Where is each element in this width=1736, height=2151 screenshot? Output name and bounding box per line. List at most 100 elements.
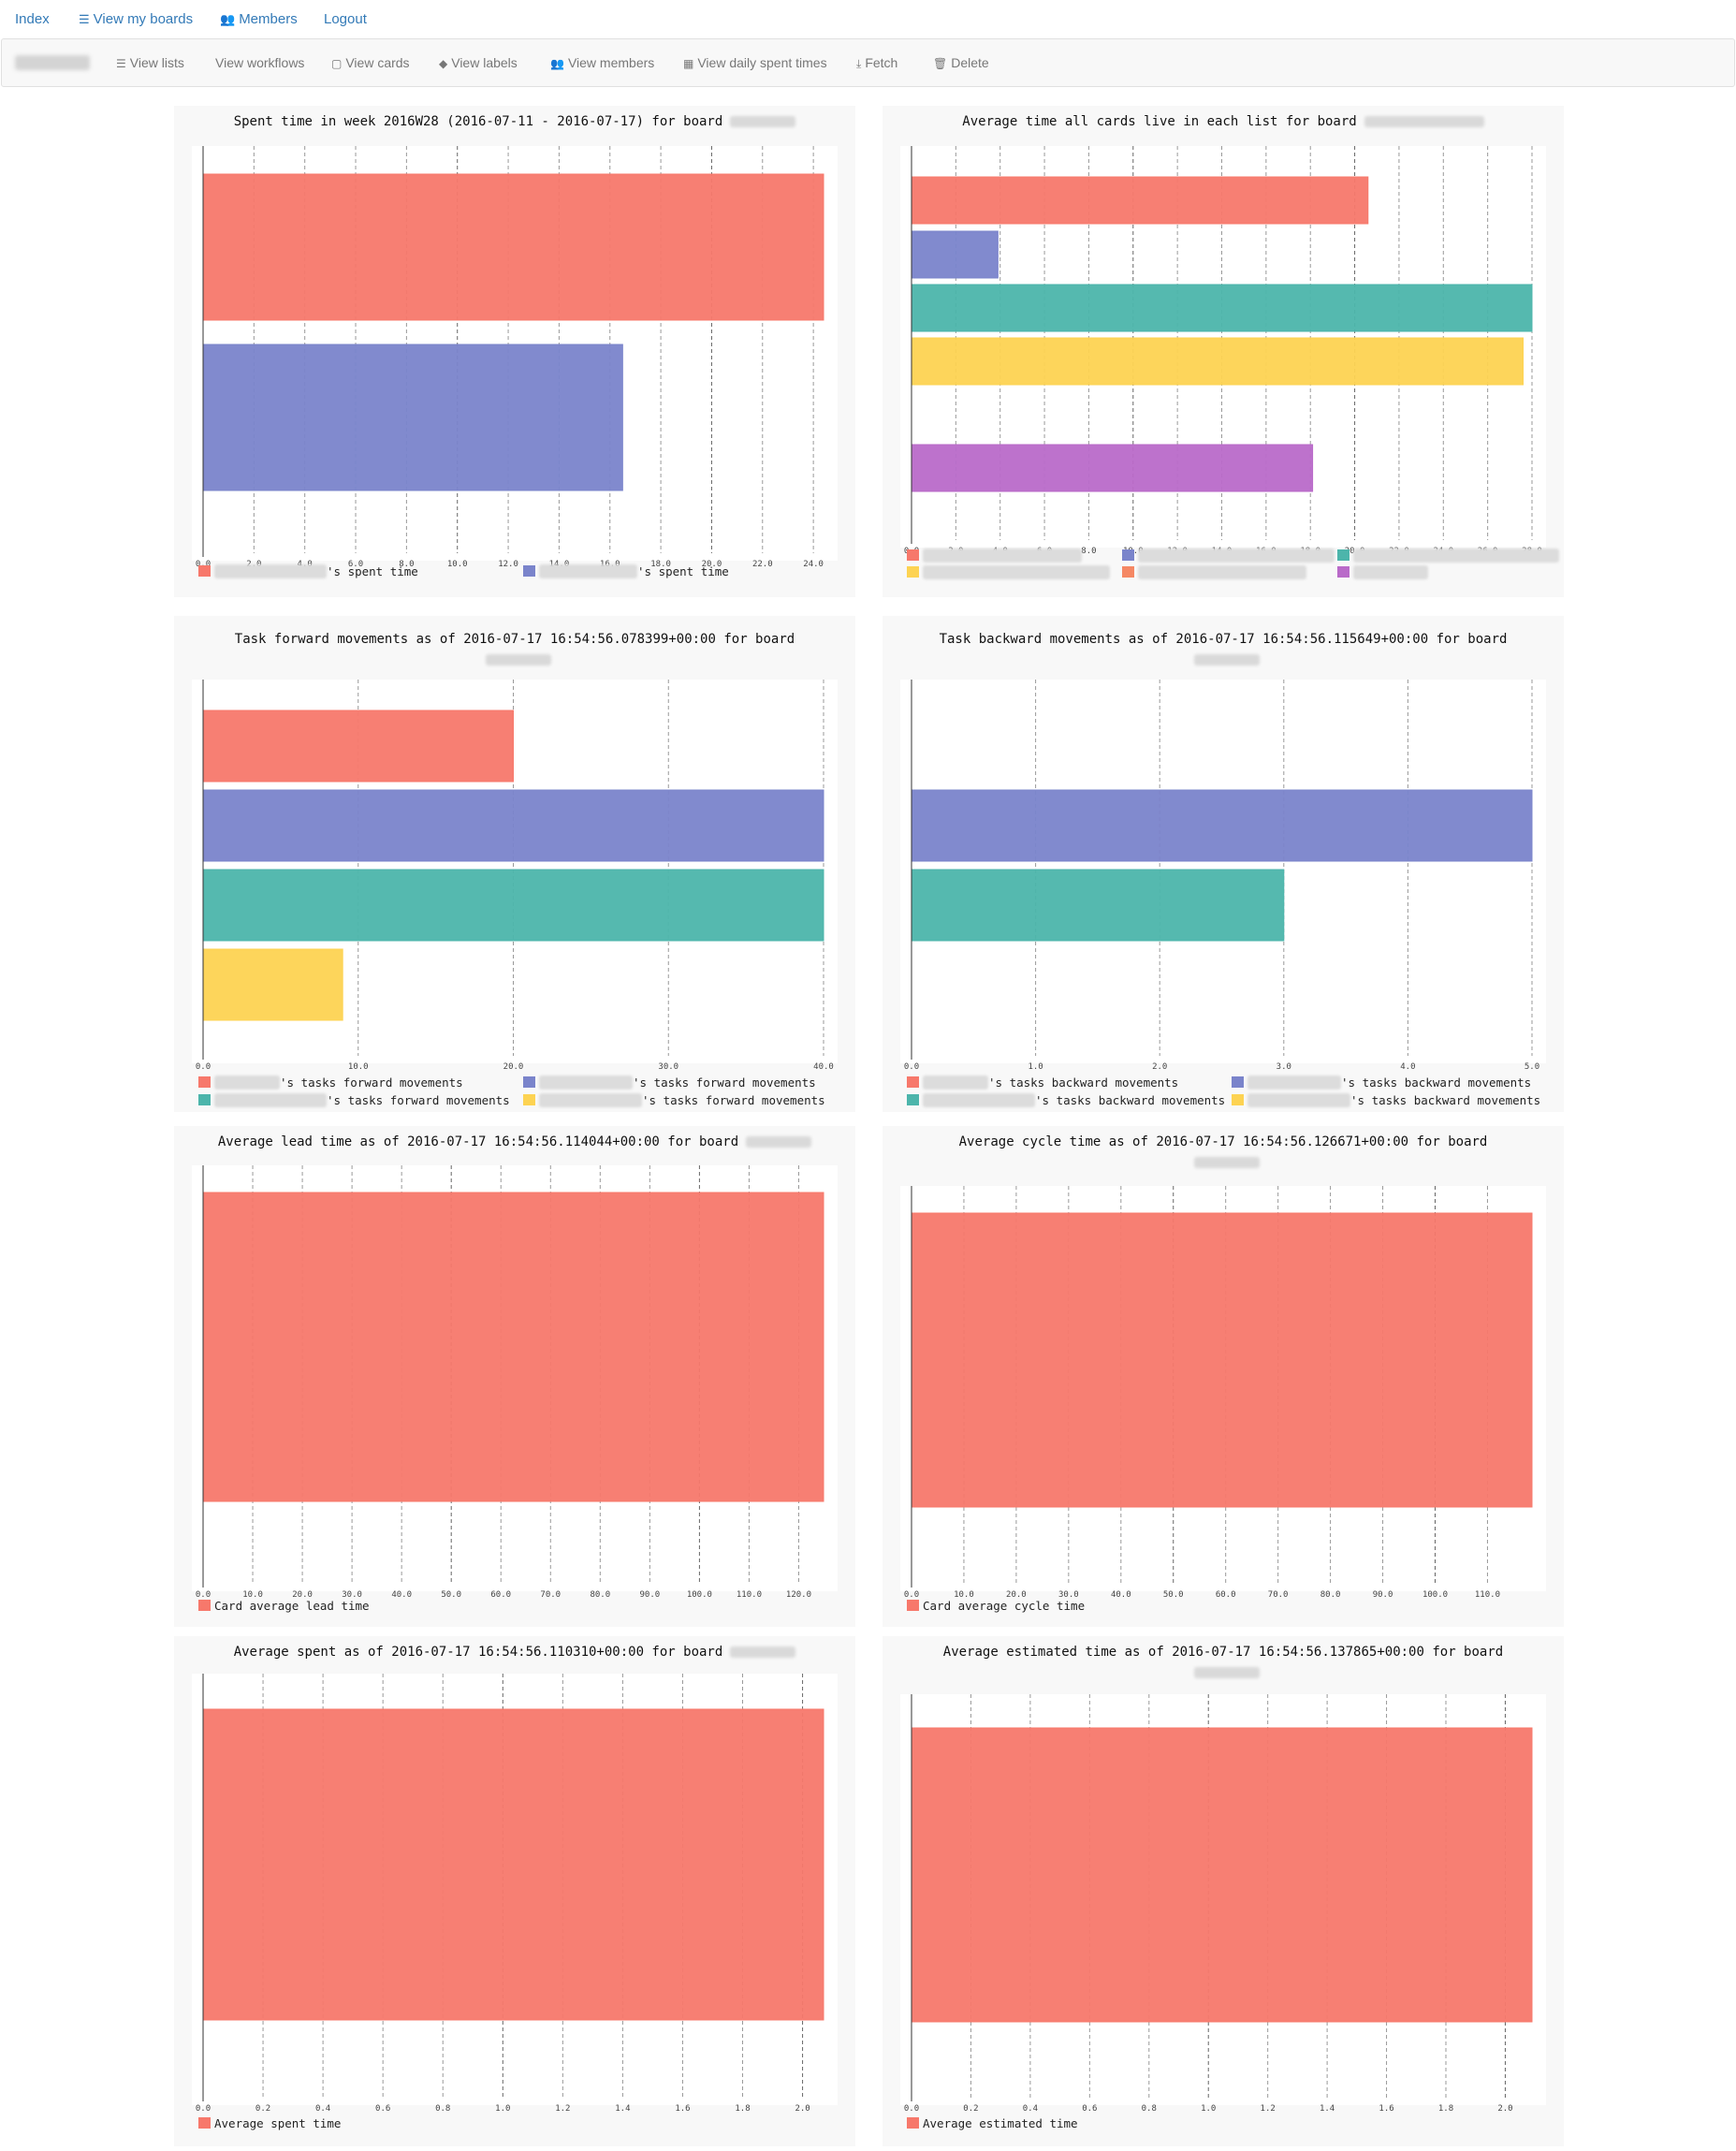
x-tick-label: 0.0	[904, 1590, 919, 1600]
x-tick-label: 110.0	[1475, 1590, 1500, 1600]
legend-name-redacted	[1353, 549, 1559, 563]
x-tick-label: 70.0	[1268, 1590, 1289, 1600]
legend-item[interactable]: Card average lead time	[198, 1599, 370, 1613]
legend-item[interactable]: 's tasks backward movements	[907, 1093, 1225, 1107]
view-members-link[interactable]: 👥 View members	[550, 55, 654, 70]
legend-swatch	[523, 565, 535, 577]
users-icon: 👥	[550, 57, 564, 70]
x-tick-label: 5.0	[1524, 1062, 1539, 1072]
legend-item[interactable]	[907, 549, 1082, 563]
nav-index-label: Index	[15, 11, 50, 27]
bar	[911, 1727, 1533, 2023]
x-tick-label: 3.0	[1276, 1062, 1291, 1072]
legend-item[interactable]: 's tasks forward movements	[198, 1093, 510, 1107]
x-tick-label: 1.8	[1438, 2104, 1453, 2114]
legend-item[interactable]: 's tasks forward movements	[523, 1093, 825, 1107]
view-workflows-label: View workflows	[215, 55, 305, 70]
x-tick-label: 2.0	[795, 2104, 810, 2114]
x-tick-label: 4.0	[1400, 1062, 1415, 1072]
legend-name-redacted	[1138, 565, 1306, 579]
nav-boards-link[interactable]: ☰ View my boards	[79, 11, 193, 27]
legend-item[interactable]: Card average cycle time	[907, 1599, 1085, 1613]
legend-item[interactable]	[1337, 549, 1559, 563]
legend-name-redacted	[539, 564, 637, 578]
chart-title-text: Task forward movements as of 2016-07-17 …	[234, 632, 795, 647]
view-lists-link[interactable]: ☰ View lists	[116, 55, 184, 70]
view-members-label: View members	[567, 55, 655, 70]
x-tick-label: 1.6	[675, 2104, 690, 2114]
average-lead-time-chart: Average lead time as of 2016-07-17 16:54…	[174, 1126, 855, 1627]
legend-swatch	[198, 1600, 211, 1611]
x-tick-label: 1.2	[555, 2104, 570, 2114]
x-tick-label: 6.0	[348, 560, 363, 569]
legend-item[interactable]: 's spent time	[523, 564, 729, 578]
x-tick-label: 0.0	[196, 1590, 211, 1600]
chart-svg: 0.0 0.2 0.4 0.6 0.8 1.0 1.2 1.4 1.6 1.8 2.0	[192, 1674, 838, 2114]
x-tick-label: 2.0	[1497, 2104, 1512, 2114]
view-cards-link[interactable]: ▢ View cards	[331, 55, 410, 70]
legend-item[interactable]	[1122, 549, 1335, 563]
legend-item[interactable]: 's tasks backward movements	[907, 1076, 1178, 1090]
nav-index-link[interactable]: Index	[15, 11, 50, 27]
bar	[911, 176, 1369, 225]
chart-svg: 0.0 10.0 20.0 30.0 40.0	[192, 680, 838, 1072]
legend-item[interactable]: Average spent time	[198, 2116, 341, 2130]
legend-item[interactable]	[907, 565, 1110, 579]
legend-item[interactable]: 's tasks forward movements	[198, 1076, 463, 1090]
x-tick-label: 1.0	[495, 2104, 510, 2114]
view-daily-spent-label: View daily spent times	[697, 55, 827, 70]
nav-members-link[interactable]: 👥 Members	[220, 11, 298, 27]
average-estimated-chart: Average estimated time as of 2016-07-17 …	[883, 1636, 1564, 2146]
view-cards-label: View cards	[345, 55, 410, 70]
nav-logout-link[interactable]: Logout	[324, 11, 367, 27]
board-name-redacted	[746, 1136, 812, 1148]
chart-svg: 0.0 1.0 2.0 3.0 4.0 5.0	[900, 680, 1546, 1072]
legend-name-redacted	[1247, 1076, 1341, 1090]
chart-title-text: Average lead time as of 2016-07-17 16:54…	[217, 1134, 739, 1149]
x-tick-label: 1.8	[735, 2104, 750, 2114]
bar	[911, 789, 1533, 862]
legend-label: Card average cycle time	[923, 1599, 1086, 1613]
average-cycle-time-chart: Average cycle time as of 2016-07-17 16:5…	[883, 1126, 1564, 1627]
bar	[911, 1212, 1533, 1508]
legend-item[interactable]: 's spent time	[198, 564, 418, 578]
delete-label: Delete	[951, 55, 989, 70]
bar	[911, 230, 999, 279]
top-navigation: Index ☰ View my boards 👥 Members Logout	[0, 0, 1736, 37]
bar	[911, 869, 1285, 942]
chart-title: Average spent as of 2016-07-17 16:54:56.…	[174, 1642, 855, 1662]
legend-name-redacted	[1138, 549, 1335, 563]
legend-label: 's tasks backward movements	[988, 1076, 1179, 1090]
chart-title: Average estimated time as of 2016-07-17 …	[883, 1642, 1564, 1683]
x-tick-label: 18.0	[650, 560, 671, 569]
x-tick-label: 0.8	[435, 2104, 450, 2114]
x-tick-label: 0.6	[375, 2104, 390, 2114]
chart-title-text: Spent time in week 2016W28 (2016-07-11 -…	[233, 114, 723, 129]
legend-swatch	[907, 566, 919, 578]
spent-time-week-chart: Spent time in week 2016W28 (2016-07-11 -…	[174, 106, 855, 597]
legend-item[interactable]: 's tasks backward movements	[1232, 1093, 1540, 1107]
tag-icon: ◆	[439, 57, 448, 70]
legend-item[interactable]: Average estimated time	[907, 2116, 1078, 2130]
bar	[202, 1192, 824, 1502]
view-lists-label: View lists	[129, 55, 184, 70]
legend-item[interactable]: 's tasks backward movements	[1232, 1076, 1531, 1090]
view-daily-spent-link[interactable]: ▦ View daily spent times	[683, 55, 827, 70]
backward-movements-chart: Task backward movements as of 2016-07-17…	[883, 616, 1564, 1112]
fetch-link[interactable]: ⤓ Fetch	[856, 55, 897, 71]
chart-title: Spent time in week 2016W28 (2016-07-11 -…	[174, 111, 855, 132]
legend-item[interactable]	[1337, 565, 1428, 579]
view-labels-link[interactable]: ◆ View labels	[439, 55, 518, 70]
legend-label: 's spent time	[637, 564, 729, 578]
legend-swatch	[1122, 566, 1134, 578]
legend-item[interactable]	[1122, 565, 1306, 579]
legend-name-redacted	[1353, 565, 1428, 579]
legend-item[interactable]: 's tasks forward movements	[523, 1076, 816, 1090]
legend-name-redacted	[923, 1076, 988, 1090]
legend-swatch	[907, 549, 919, 561]
legend-swatch	[198, 2117, 211, 2129]
view-workflows-link[interactable]: View workflows	[215, 55, 304, 70]
x-tick-label: 100.0	[687, 1590, 712, 1600]
delete-link[interactable]: 🗑 Delete	[933, 55, 989, 70]
bar	[202, 344, 623, 491]
